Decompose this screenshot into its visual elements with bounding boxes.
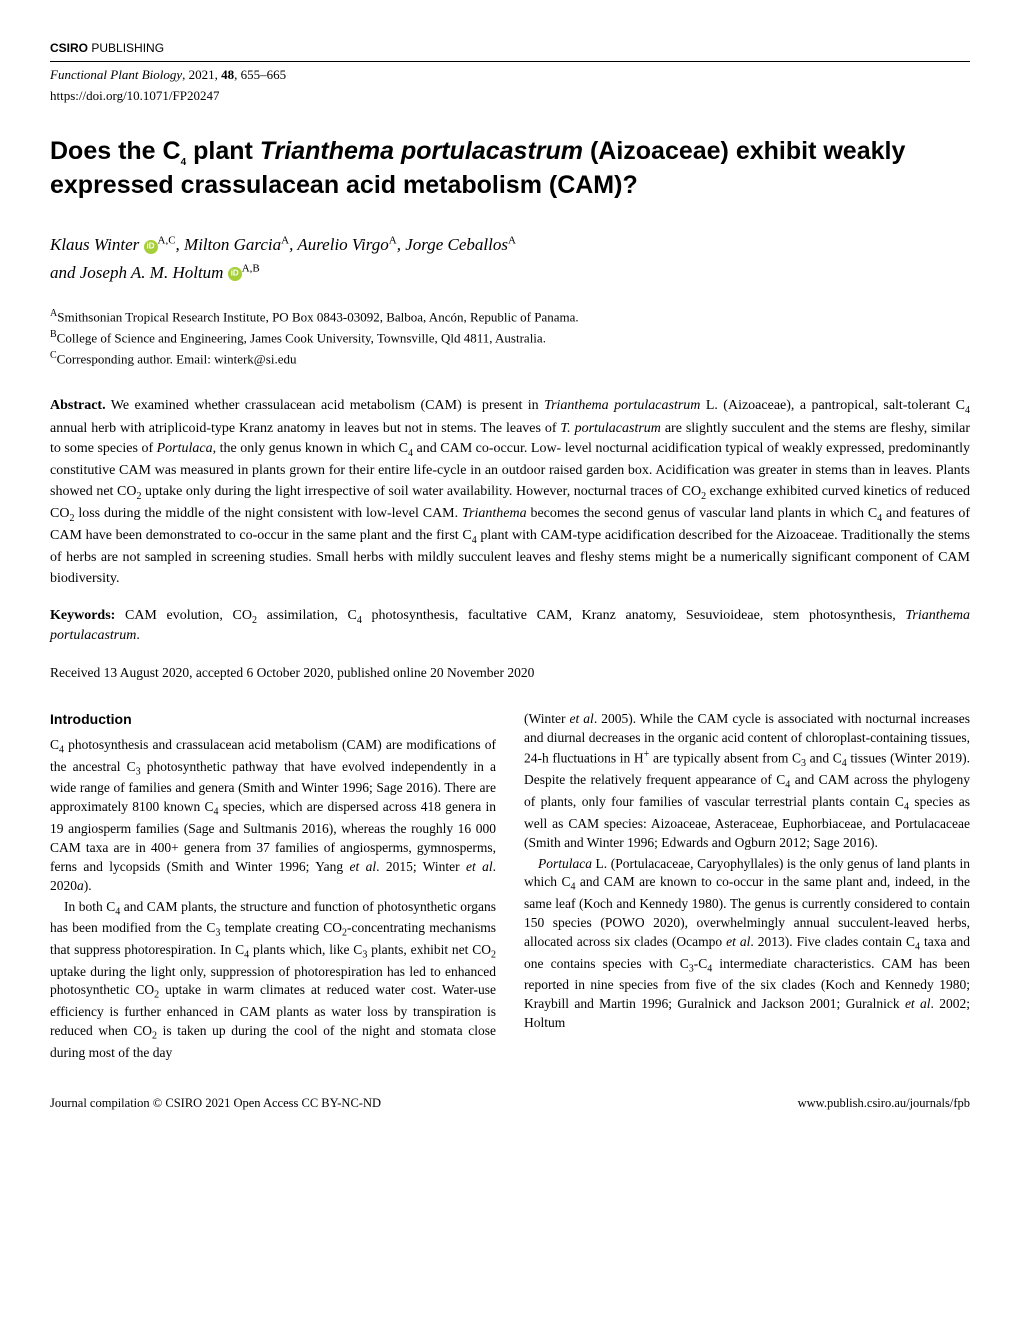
abstract-text: We examined whether crassulacean acid me… <box>50 398 970 585</box>
keywords-text: CAM evolution, CO2 assimilation, C4 phot… <box>50 608 970 643</box>
journal-citation: Functional Plant Biology, 2021, 48, 655–… <box>50 66 970 84</box>
article-title: Does the C4 plant Trianthema portulacast… <box>50 135 970 202</box>
doi-link[interactable]: https://doi.org/10.1071/FP20247 <box>50 87 970 105</box>
body-paragraph: Portulaca L. (Portulacaceae, Caryophylla… <box>524 855 970 1033</box>
column-left: Introduction C4 photosynthesis and crass… <box>50 710 496 1064</box>
abstract-label: Abstract. <box>50 398 106 413</box>
affiliation-b: BCollege of Science and Engineering, Jam… <box>50 327 970 348</box>
section-heading-introduction: Introduction <box>50 710 496 730</box>
journal-year: 2021 <box>189 67 215 82</box>
body-paragraph: C4 photosynthesis and crassulacean acid … <box>50 736 496 896</box>
keywords-label: Keywords: <box>50 608 115 623</box>
footer-copyright: Journal compilation © CSIRO 2021 Open Ac… <box>50 1095 381 1112</box>
affiliation-a: ASmithsonian Tropical Research Institute… <box>50 306 970 327</box>
column-right: (Winter et al. 2005). While the CAM cycl… <box>524 710 970 1064</box>
keywords: Keywords: CAM evolution, CO2 assimilatio… <box>50 607 970 646</box>
abstract: Abstract. We examined whether crassulace… <box>50 396 970 589</box>
publisher-name: CSIRO PUBLISHING <box>50 41 164 55</box>
body-paragraph: In both C4 and CAM plants, the structure… <box>50 898 496 1063</box>
journal-pages: 655–665 <box>241 67 287 82</box>
orcid-icon[interactable] <box>144 240 158 254</box>
journal-name: Functional Plant Biology <box>50 67 182 82</box>
author-winter: Klaus Winter <box>50 235 139 254</box>
publisher-bar: CSIRO PUBLISHING <box>50 40 970 62</box>
author-affil-sup: A <box>389 235 397 247</box>
journal-volume: 48 <box>221 67 234 82</box>
author-list: Klaus Winter A,C, Milton GarciaA, Aureli… <box>50 231 970 285</box>
affiliations: ASmithsonian Tropical Research Institute… <box>50 306 970 368</box>
publication-dates: Received 13 August 2020, accepted 6 Octo… <box>50 664 970 682</box>
body-columns: Introduction C4 photosynthesis and crass… <box>50 710 970 1064</box>
page-footer: Journal compilation © CSIRO 2021 Open Ac… <box>50 1095 970 1112</box>
affiliation-c: CCorresponding author. Email: winterk@si… <box>50 348 970 369</box>
author-affil-sup: A,C <box>158 235 176 247</box>
footer-url[interactable]: www.publish.csiro.au/journals/fpb <box>798 1095 970 1112</box>
author-affil-sup: A <box>281 235 289 247</box>
body-paragraph: (Winter et al. 2005). While the CAM cycl… <box>524 710 970 852</box>
author-affil-sup: A,B <box>242 262 260 274</box>
author-affil-sup: A <box>508 235 516 247</box>
author-holtum: and Joseph A. M. Holtum <box>50 263 223 282</box>
orcid-icon[interactable] <box>228 267 242 281</box>
